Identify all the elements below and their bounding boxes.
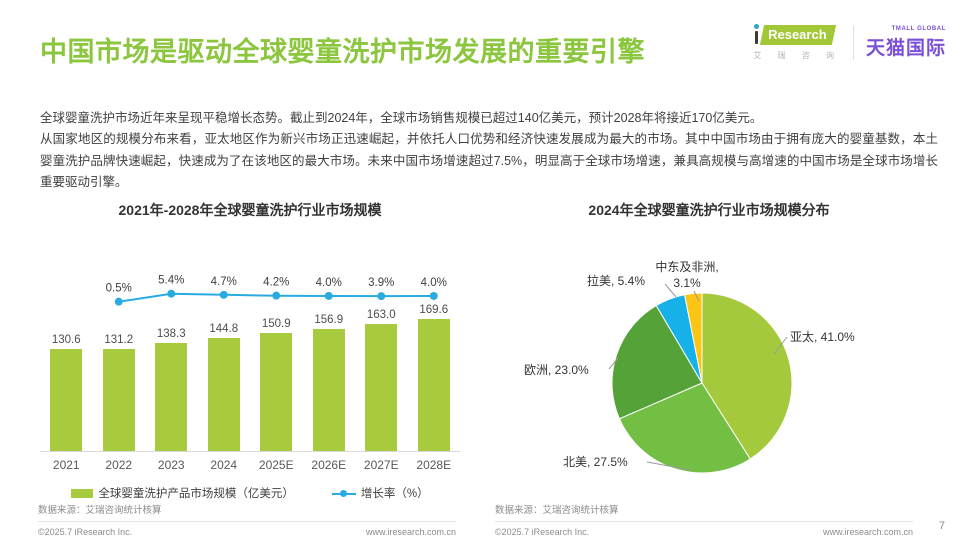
iresearch-wordmark: Research	[768, 27, 827, 42]
bar-value-label: 163.0	[366, 308, 396, 321]
logo-divider	[852, 25, 854, 60]
pie-chart-section: 2024年全球婴童洗护行业市场规模分布 亚太, 41.0% 北美, 27.5% 欧洲…	[497, 200, 921, 492]
pie-leader-line	[773, 336, 788, 355]
intro-text: 全球婴童洗护市场近年来呈现平稳增长态势。截止到2024年，全球市场销售规模已超过…	[40, 108, 938, 193]
bar	[417, 318, 450, 451]
bar	[207, 338, 240, 451]
legend-item-growth-rate: 增长率（%）	[331, 485, 429, 501]
bar-value-label: 156.9	[314, 313, 344, 326]
bar-swatch-icon	[71, 488, 94, 498]
copyright: ©2025.7 iResearch Inc.	[495, 527, 590, 537]
iresearch-chinese-name: 艾 瑞 咨 询	[753, 51, 841, 60]
bar	[50, 349, 83, 451]
pie-label-中东及非洲: 中东及非洲,	[655, 259, 718, 274]
bar-chart-plot: 130.6 131.2 138.3 144.8 150.9 156.9 163.0 169.6…	[40, 240, 460, 452]
x-axis-tick: 2025E	[258, 458, 294, 472]
bar	[365, 323, 398, 451]
bar-value-label: 150.9	[261, 318, 291, 331]
bar	[102, 348, 135, 451]
pie-slice-亚太	[701, 292, 793, 460]
page-number: 7	[938, 520, 945, 532]
bar-value-label: 130.6	[51, 334, 81, 347]
pie-chart-title: 2024年全球婴童洗护行业市场规模分布	[588, 202, 830, 218]
x-axis-tick: 2028E	[416, 458, 452, 472]
bar	[260, 333, 293, 451]
tmall-global-cn: 天猫国际	[865, 37, 946, 59]
bar	[155, 343, 188, 451]
bar-group-2021: 130.6	[40, 334, 93, 451]
x-axis-tick: 2022	[105, 458, 133, 472]
bar-group-2026E: 156.9	[303, 314, 356, 451]
bar-group-2024: 144.8	[198, 323, 251, 451]
legend-label: 全球婴童洗护产品市场规模（亿美元）	[98, 488, 294, 500]
footer-left: 数据来源：艾瑞咨询统计核算 ©2025.7 iResearch Inc. www…	[38, 502, 456, 537]
legend-item-market-size: 全球婴童洗护产品市场规模（亿美元）	[71, 485, 294, 501]
x-axis-tick: 2024	[210, 458, 238, 472]
bar-chart-legend: 全球婴童洗护产品市场规模（亿美元） 增长率（%）	[40, 485, 460, 501]
tmall-global-en: TMALL GLOBAL	[891, 25, 946, 32]
data-source-note: 数据来源：艾瑞咨询统计核算	[38, 505, 162, 516]
pie-slice-中东及非洲	[683, 292, 703, 384]
bar-chart-title: 2021年-2028年全球婴童洗护行业市场规模	[118, 202, 382, 218]
pie-slice-欧洲	[611, 304, 703, 420]
pie-leader-line	[693, 290, 700, 302]
bar-value-label: 131.2	[104, 333, 134, 346]
website-link[interactable]: www.iresearch.com.cn	[822, 527, 913, 537]
pie-leader-line	[608, 357, 619, 370]
bar	[312, 328, 345, 451]
bar-group-2028E: 169.6	[408, 304, 461, 451]
pie-label-中东及非洲: 3.1%	[673, 276, 701, 290]
x-axis-tick: 2023	[157, 458, 185, 472]
pie-label-拉美: 拉美, 5.4%	[587, 273, 645, 288]
legend-label: 增长率（%）	[360, 488, 429, 500]
iresearch-i-icon	[753, 24, 760, 45]
copyright: ©2025.7 iResearch Inc.	[38, 527, 133, 537]
intro-paragraph-1: 全球婴童洗护市场近年来呈现平稳增长态势。截止到2024年，全球市场销售规模已超过…	[40, 111, 763, 125]
bar-series: 130.6 131.2 138.3 144.8 150.9 156.9 163.0 169.6	[40, 240, 460, 451]
pie-label-亚太: 亚太, 41.0%	[790, 329, 855, 344]
pie-leader-line	[664, 283, 677, 298]
intro-paragraph-2: 从国家地区的规模分布来看，亚太地区作为新兴市场正迅速崛起，并依托人口优势和经济快…	[40, 132, 938, 189]
x-axis: 2021 2022 2023 2024 2025E 2026E 2027E 2028E	[40, 458, 460, 472]
footer-right: 数据来源：艾瑞咨询统计核算 ©2025.7 iResearch Inc. www…	[495, 502, 913, 537]
x-axis-tick: 2021	[52, 458, 80, 472]
header-logos: Research 艾 瑞 咨 询 TMALL GLOBAL 天猫国际	[753, 24, 946, 61]
bar-group-2022: 131.2	[93, 334, 146, 451]
website-link[interactable]: www.iresearch.com.cn	[365, 527, 456, 537]
line-swatch-icon	[331, 489, 356, 498]
pie-label-北美: 北美, 27.5%	[563, 455, 628, 469]
data-source-note: 数据来源：艾瑞咨询统计核算	[495, 505, 619, 516]
pie-slice-北美	[618, 382, 751, 474]
bar-chart-section: 2021年-2028年全球婴童洗护行业市场规模 130.6 131.2 138.3 1…	[40, 200, 460, 501]
x-axis-tick: 2027E	[363, 458, 399, 472]
pie-chart: 亚太, 41.0% 北美, 27.5% 欧洲, 23.0% 拉美, 5.4% 中东及非洲…	[524, 259, 855, 474]
tmall-global-logo: TMALL GLOBAL 天猫国际	[866, 26, 946, 60]
bar-value-label: 169.6	[419, 303, 449, 316]
page-title: 中国市场是驱动全球婴童洗护市场发展的重要引擎	[40, 37, 645, 67]
bar-value-label: 138.3	[156, 328, 186, 341]
x-axis-tick: 2026E	[311, 458, 347, 472]
bar-group-2023: 138.3	[145, 328, 198, 451]
bar-value-label: 144.8	[209, 323, 239, 336]
pie-label-欧洲: 欧洲, 23.0%	[524, 363, 589, 377]
iresearch-logo: Research 艾 瑞 咨 询	[753, 24, 841, 61]
bar-group-2027E: 163.0	[355, 309, 408, 451]
bar-group-2025E: 150.9	[250, 318, 303, 451]
pie-leader-line	[646, 461, 692, 471]
